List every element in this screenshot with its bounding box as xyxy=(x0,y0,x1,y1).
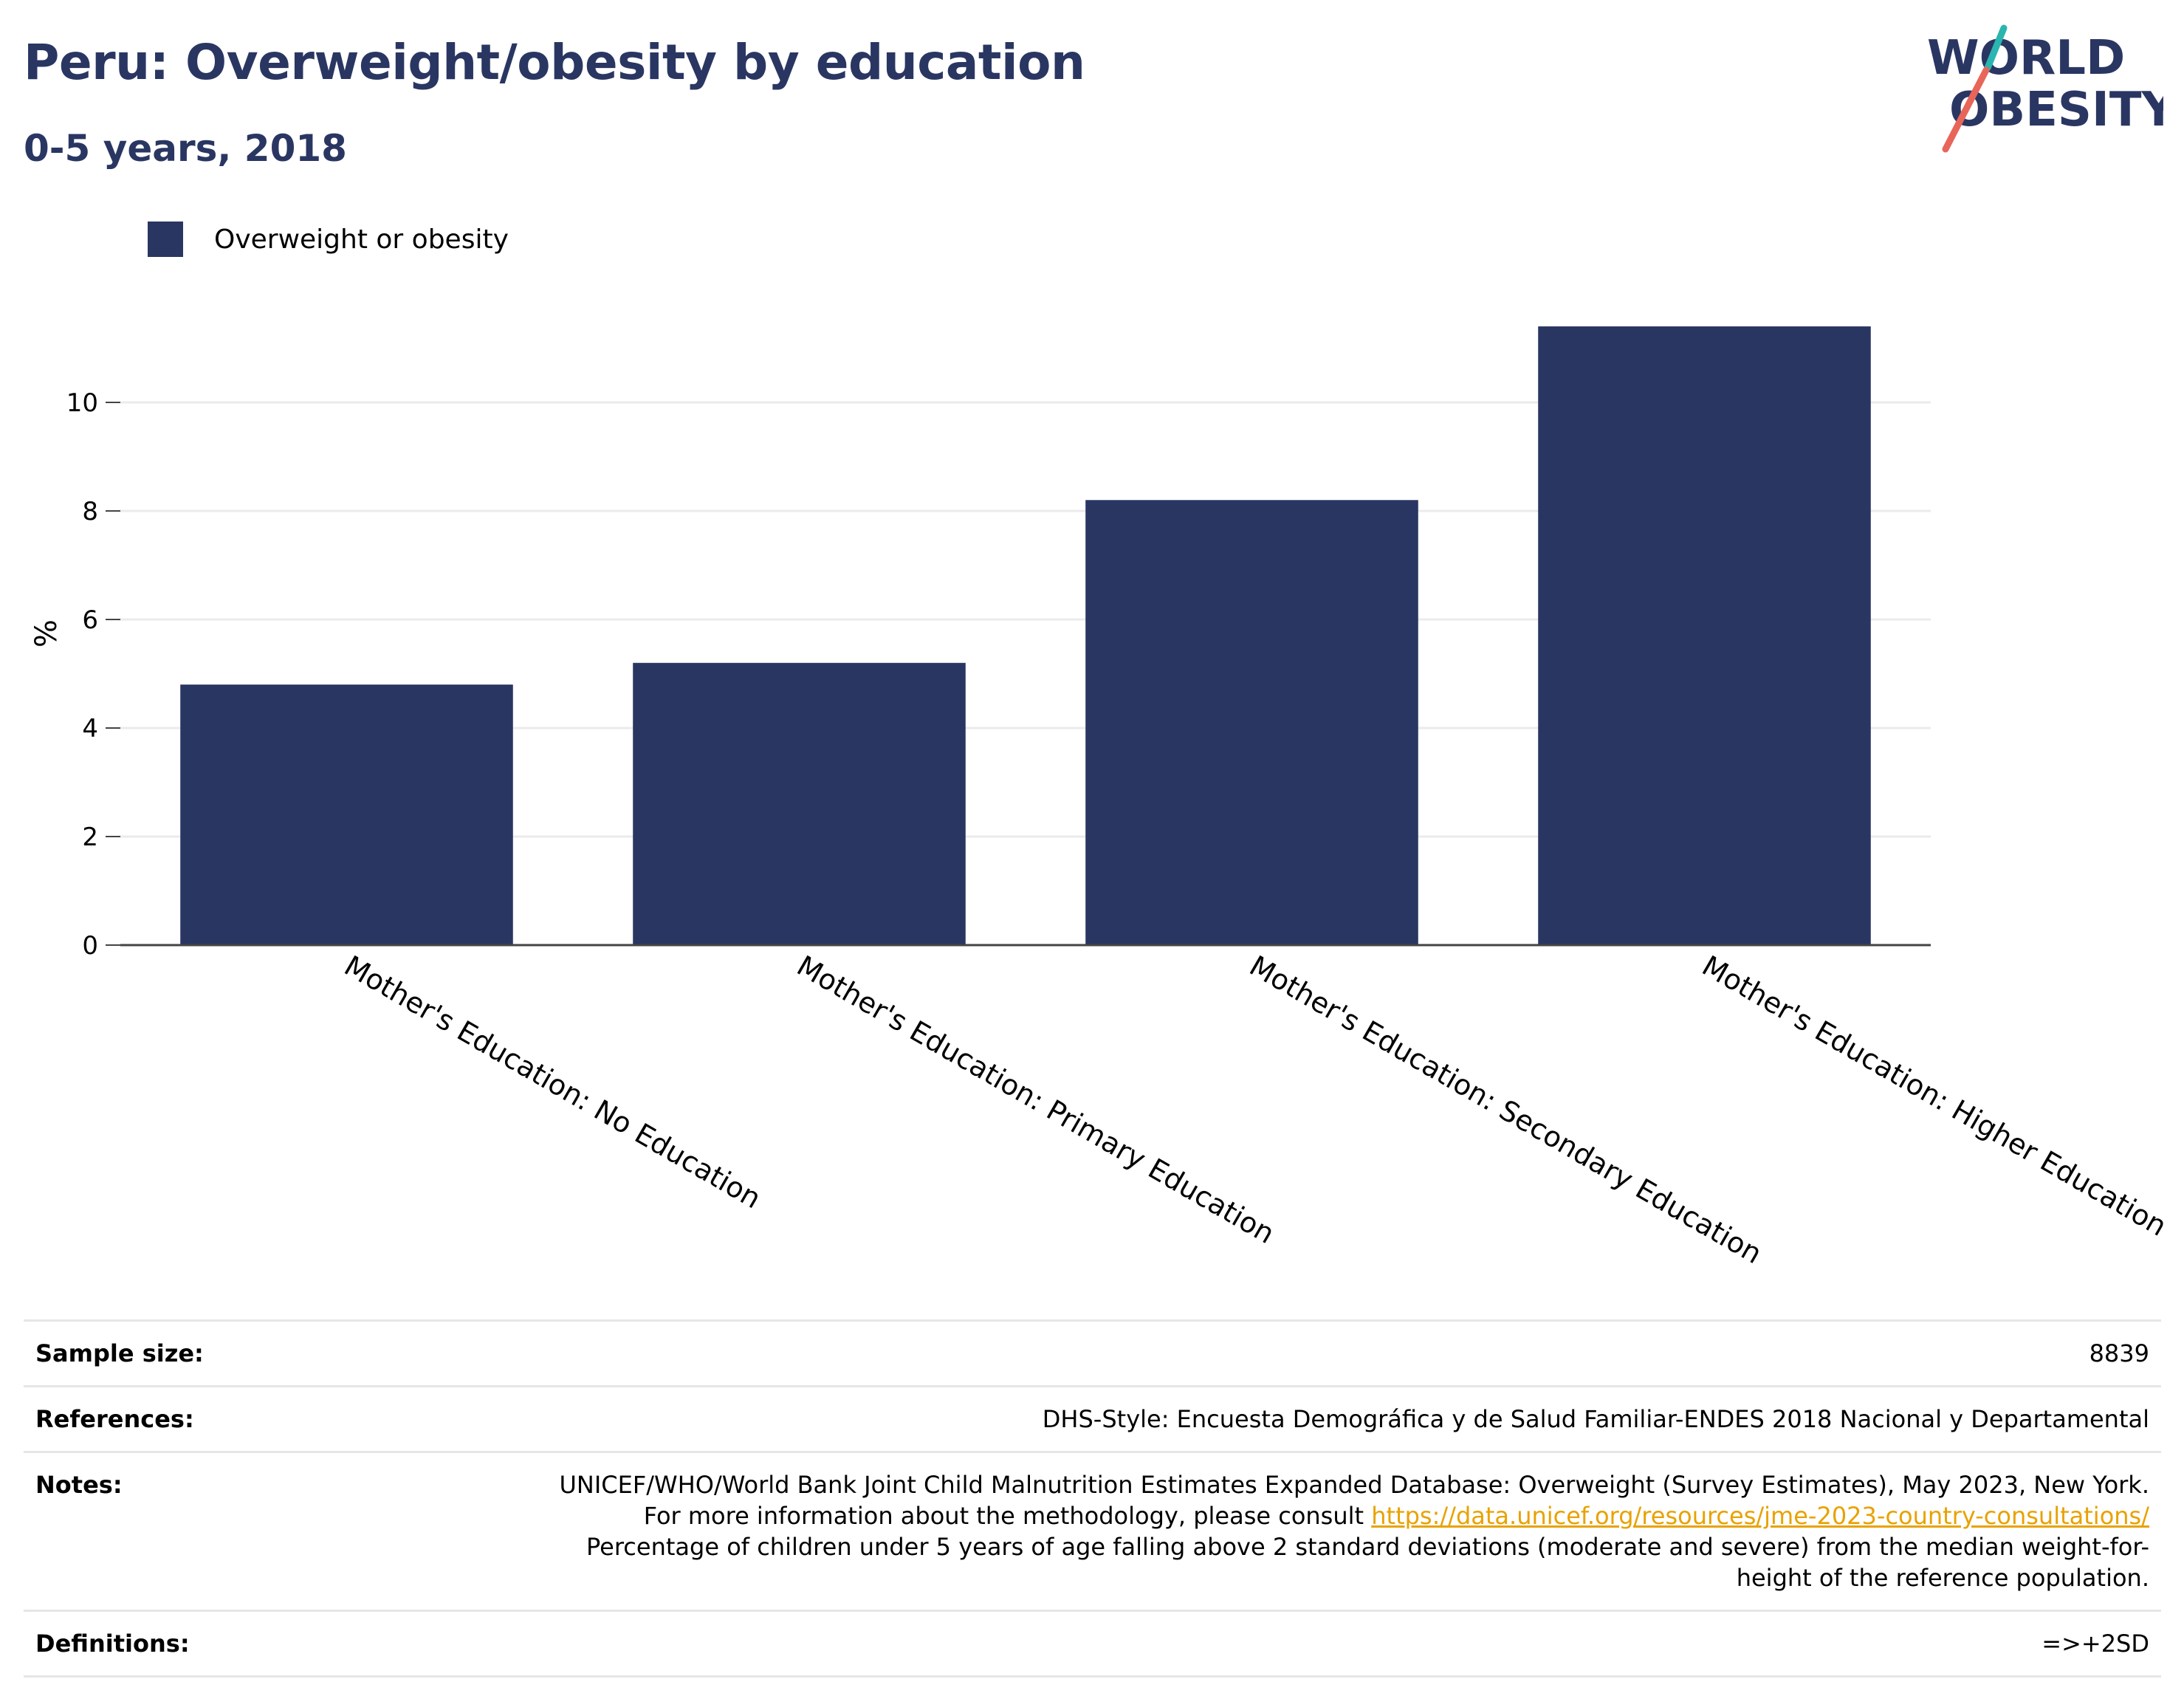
notes-text-2: Percentage of children under 5 years of … xyxy=(586,1533,2149,1592)
definitions-row: Definitions: =>+2SD xyxy=(24,1612,2161,1678)
methodology-link[interactable]: https://data.unicef.org/resources/jme-20… xyxy=(1371,1502,2149,1530)
x-category-label: Mother's Education: Higher Education xyxy=(1697,950,2172,1243)
references-label: References: xyxy=(35,1405,194,1433)
y-axis-title: % xyxy=(30,619,63,648)
logo-line2: OBESITY xyxy=(1949,83,2163,137)
y-tick-label: 6 xyxy=(82,605,98,635)
legend: Overweight or obesity xyxy=(148,219,509,259)
chart-title: Peru: Overweight/obesity by education xyxy=(24,34,1085,91)
x-category-label: Mother's Education: Primary Education xyxy=(791,950,1280,1250)
logo-slash-bottom xyxy=(1942,66,1990,153)
metadata-table: Sample size: 8839 References: DHS-Style:… xyxy=(24,1319,2161,1678)
world-obesity-logo: WORLD OBESITY xyxy=(1927,24,2163,153)
bar xyxy=(1538,326,1871,945)
x-category-label: Mother's Education: Secondary Education xyxy=(1244,950,1768,1271)
logo-line1: WORLD xyxy=(1927,31,2125,86)
notes-text-1: UNICEF/WHO/World Bank Joint Child Malnut… xyxy=(559,1471,2150,1530)
y-tick-label: 8 xyxy=(82,497,98,526)
notes-value: UNICEF/WHO/World Bank Joint Child Malnut… xyxy=(540,1469,2150,1593)
bar xyxy=(633,662,966,945)
y-tick-label: 4 xyxy=(82,714,98,744)
y-tick-label: 0 xyxy=(82,931,98,961)
notes-row: Notes: UNICEF/WHO/World Bank Joint Child… xyxy=(24,1453,2161,1612)
definitions-label: Definitions: xyxy=(35,1630,190,1658)
x-category-label: Mother's Education: No Education xyxy=(339,950,766,1215)
legend-label: Overweight or obesity xyxy=(214,224,509,255)
legend-swatch xyxy=(148,222,183,257)
references-value: DHS-Style: Encuesta Demográfica y de Sal… xyxy=(1042,1405,2149,1433)
logo-slash-top xyxy=(1984,24,2008,72)
references-row: References: DHS-Style: Encuesta Demográf… xyxy=(24,1387,2161,1453)
definitions-value: =>+2SD xyxy=(2042,1630,2149,1658)
y-tick-label: 2 xyxy=(82,823,98,852)
sample-size-row: Sample size: 8839 xyxy=(24,1322,2161,1387)
bar xyxy=(180,684,513,945)
chart-subtitle: 0-5 years, 2018 xyxy=(24,127,347,170)
y-tick-label: 10 xyxy=(66,388,98,418)
sample-size-label: Sample size: xyxy=(35,1339,204,1367)
notes-label: Notes: xyxy=(35,1471,123,1499)
sample-size-value: 8839 xyxy=(2089,1339,2149,1367)
bar xyxy=(1085,500,1418,945)
